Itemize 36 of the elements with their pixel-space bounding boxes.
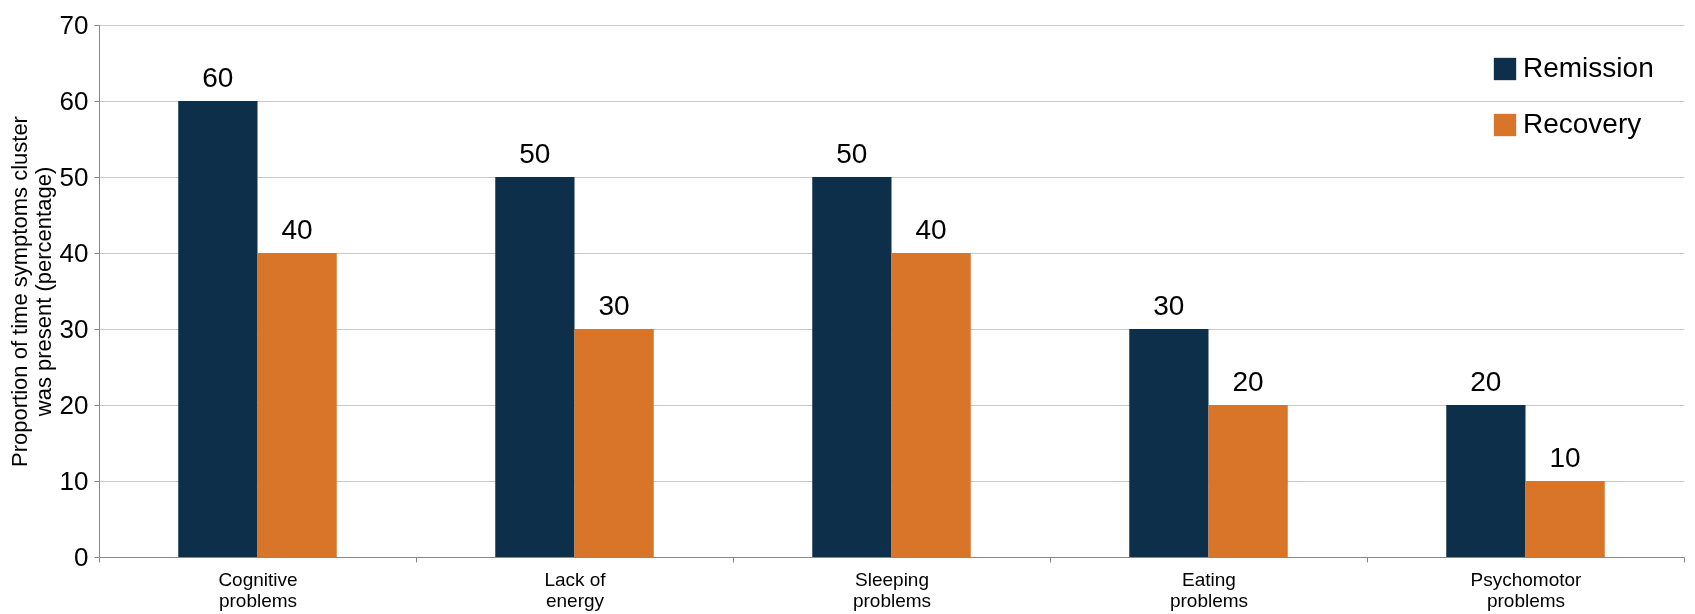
data-label: 50	[519, 138, 551, 169]
y-tick-label: 10	[59, 465, 89, 496]
y-tick-label: 70	[59, 9, 89, 40]
x-tick-label: Psychomotor problems	[1470, 568, 1583, 611]
data-label: 20	[1470, 366, 1502, 397]
x-tick-label: Sleeping problems	[852, 568, 932, 611]
y-tick-label: 30	[59, 313, 89, 344]
y-tick-label: 60	[59, 85, 89, 116]
legend-label: Recovery	[1523, 108, 1642, 139]
bar	[891, 253, 971, 557]
data-label: 40	[281, 214, 313, 245]
y-tick-label: 50	[59, 161, 89, 192]
bar	[574, 329, 654, 557]
x-tick-label: Lack of energy	[544, 568, 607, 611]
y-axis-title: Proportion of time symptoms cluster was present (percentage)	[6, 116, 56, 467]
bar	[1208, 405, 1288, 557]
data-label: 50	[836, 138, 868, 169]
bar	[812, 177, 892, 557]
y-tick-label: 40	[59, 237, 89, 268]
bar	[495, 177, 575, 557]
data-label: 10	[1549, 442, 1581, 473]
legend-label: Remission	[1523, 52, 1654, 83]
data-label: 20	[1232, 366, 1264, 397]
bar	[178, 101, 258, 557]
data-label: 40	[915, 214, 947, 245]
x-tick-label: Eating problems	[1169, 568, 1249, 611]
y-tick-label: 20	[59, 389, 89, 420]
data-label: 30	[1153, 290, 1185, 321]
bar	[1129, 329, 1209, 557]
data-label: 30	[598, 290, 630, 321]
bar	[257, 253, 337, 557]
x-tick-label: Cognitive problems	[218, 568, 298, 611]
data-label: 60	[202, 62, 234, 93]
bar	[1446, 405, 1526, 557]
bar	[1525, 481, 1605, 557]
y-tick-label: 0	[74, 541, 89, 572]
